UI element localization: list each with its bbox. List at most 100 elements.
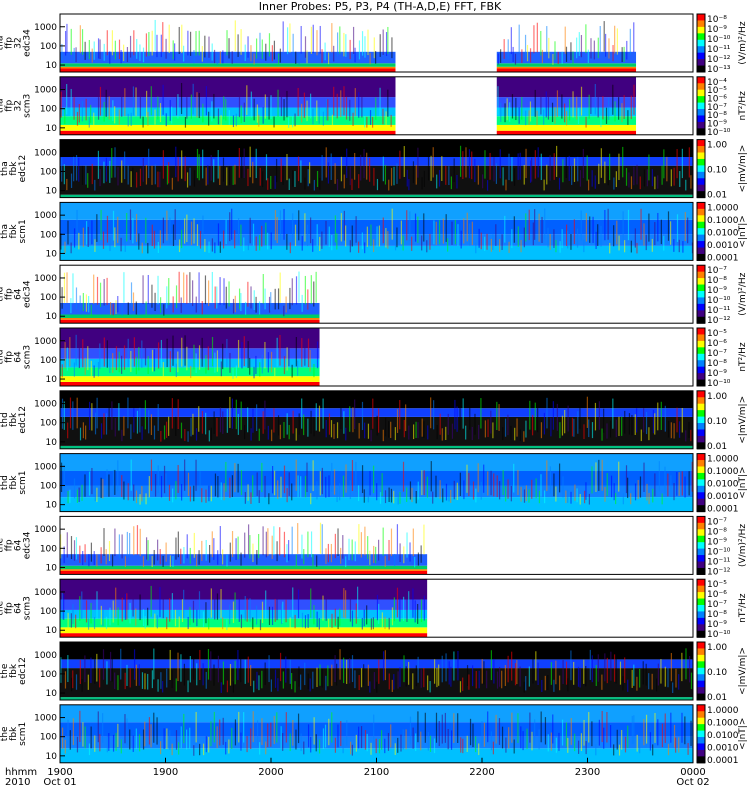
spectrum-streak (486, 233, 488, 250)
colorbar-tick-label: 1.00 (707, 392, 727, 402)
spectrum-streak (528, 110, 530, 126)
spectrum-streak (139, 168, 142, 187)
spectrum-streak (154, 474, 157, 497)
panel-ylabel-line: 32 (14, 37, 24, 48)
spectrum-streak (112, 470, 115, 496)
spectrum-streak (232, 368, 234, 379)
spectrum-streak (196, 663, 198, 686)
spectrum-streak (195, 31, 197, 56)
spectrum-band (60, 76, 396, 98)
spectrum-streak (247, 234, 249, 251)
spectrum-streak (72, 670, 74, 689)
spectrum-band (60, 358, 320, 368)
spectrum-streak (150, 585, 152, 617)
spectrum-streak (261, 718, 263, 745)
spectrum-streak (483, 464, 485, 493)
spectrum-streak (340, 720, 342, 747)
spectrum-streak (219, 166, 221, 185)
spectrum-streak (364, 116, 366, 128)
spectrum-streak (148, 410, 150, 434)
spectrum-streak (228, 166, 231, 186)
spectrum-streak (118, 534, 120, 559)
spectrum-streak (349, 166, 351, 186)
spectrum-streak (174, 209, 176, 240)
spectrum-streak (153, 425, 156, 440)
spectrum-streak (538, 213, 540, 242)
spectrum-streak (349, 658, 351, 684)
colorbar-segment (697, 76, 705, 84)
spectrum-streak (604, 486, 606, 502)
spectrum-streak (300, 476, 302, 498)
spectrum-streak (249, 146, 251, 178)
spectrum-streak (639, 176, 641, 190)
spectrum-streak (139, 594, 141, 621)
spectrum-streak (487, 471, 489, 496)
spectrum-streak (310, 531, 313, 558)
spectrum-streak (393, 490, 395, 504)
spectrum-streak (195, 428, 198, 441)
spectrum-streak (510, 27, 512, 55)
colorbar-tick-label: 10⁻⁷ (707, 103, 727, 113)
spectrum-streak (478, 743, 480, 756)
spectrum-streak (219, 241, 221, 253)
spectrum-streak (193, 218, 195, 244)
spectrum-streak (313, 363, 315, 378)
spectrum-streak (343, 174, 345, 189)
spectrum-streak (497, 53, 499, 65)
spectrum-streak (109, 302, 112, 315)
spectrum-streak (282, 733, 284, 751)
spectrum-streak (111, 401, 113, 430)
spectrum-streak (307, 673, 309, 690)
spectrum-streak (216, 593, 219, 620)
spectrum-streak (433, 738, 436, 754)
spectrum-streak (157, 539, 159, 561)
spectrum-streak (519, 429, 521, 442)
spectrum-streak (414, 600, 416, 623)
spectrum-streak (567, 678, 569, 692)
spectrum-streak (388, 179, 390, 191)
spectrum-streak (322, 595, 324, 621)
spectrum-streak (616, 729, 618, 750)
spectrum-streak (604, 161, 606, 184)
spectrum-streak (135, 213, 138, 242)
panel-ylabel-line: tha (0, 98, 6, 113)
spectrum-streak (136, 38, 138, 59)
spectrum-streak (268, 96, 270, 120)
spectrum-streak (69, 489, 71, 503)
spectrum-streak (135, 728, 137, 750)
panel-ylabel-line: fbk (9, 224, 19, 239)
spectrum-band (60, 570, 428, 575)
spectrum-streak (262, 411, 264, 434)
panel-the-ffp-64-edc34: 100010010theffp64edc3410⁻⁷10⁻⁸10⁻⁹10⁻¹⁰1… (0, 515, 748, 577)
spectrum-streak (673, 239, 675, 252)
panel-ylabel: theffp64scm3 (0, 596, 33, 620)
spectrum-streak (219, 277, 221, 305)
spectrum-streak (412, 528, 414, 557)
spectrum-streak (307, 614, 309, 628)
spectrum-streak (61, 43, 63, 61)
spectrum-streak (310, 275, 312, 304)
spectrum-streak (334, 737, 337, 753)
spectrum-streak (121, 160, 123, 183)
spectrum-streak (286, 347, 288, 371)
spectrum-streak (153, 230, 156, 249)
spectrum-streak (624, 736, 627, 753)
panel-thd-fbk-scm1: 100010010thdfbkscm11.00000.10000.01000.0… (0, 453, 748, 515)
spectrum-streak (223, 278, 225, 306)
spectrum-streak (252, 475, 254, 498)
spectrum-streak (646, 483, 648, 501)
spectrum-streak (73, 97, 75, 120)
spectrum-streak (364, 242, 366, 254)
panel-frame (59, 327, 694, 387)
colorbar-tick-label: 10⁻⁵ (707, 86, 727, 96)
spectrum-streak (623, 95, 625, 119)
spectrum-streak (382, 651, 385, 681)
panel-ylabel-line: the (0, 663, 10, 678)
spectrum-streak (255, 355, 257, 374)
colorbar-segment (697, 373, 705, 381)
spectrum-streak (412, 161, 415, 184)
colorbar-tick-label: 10⁻⁸ (707, 111, 727, 121)
spectrum-streak (102, 231, 105, 249)
spectrum-streak (673, 724, 676, 748)
